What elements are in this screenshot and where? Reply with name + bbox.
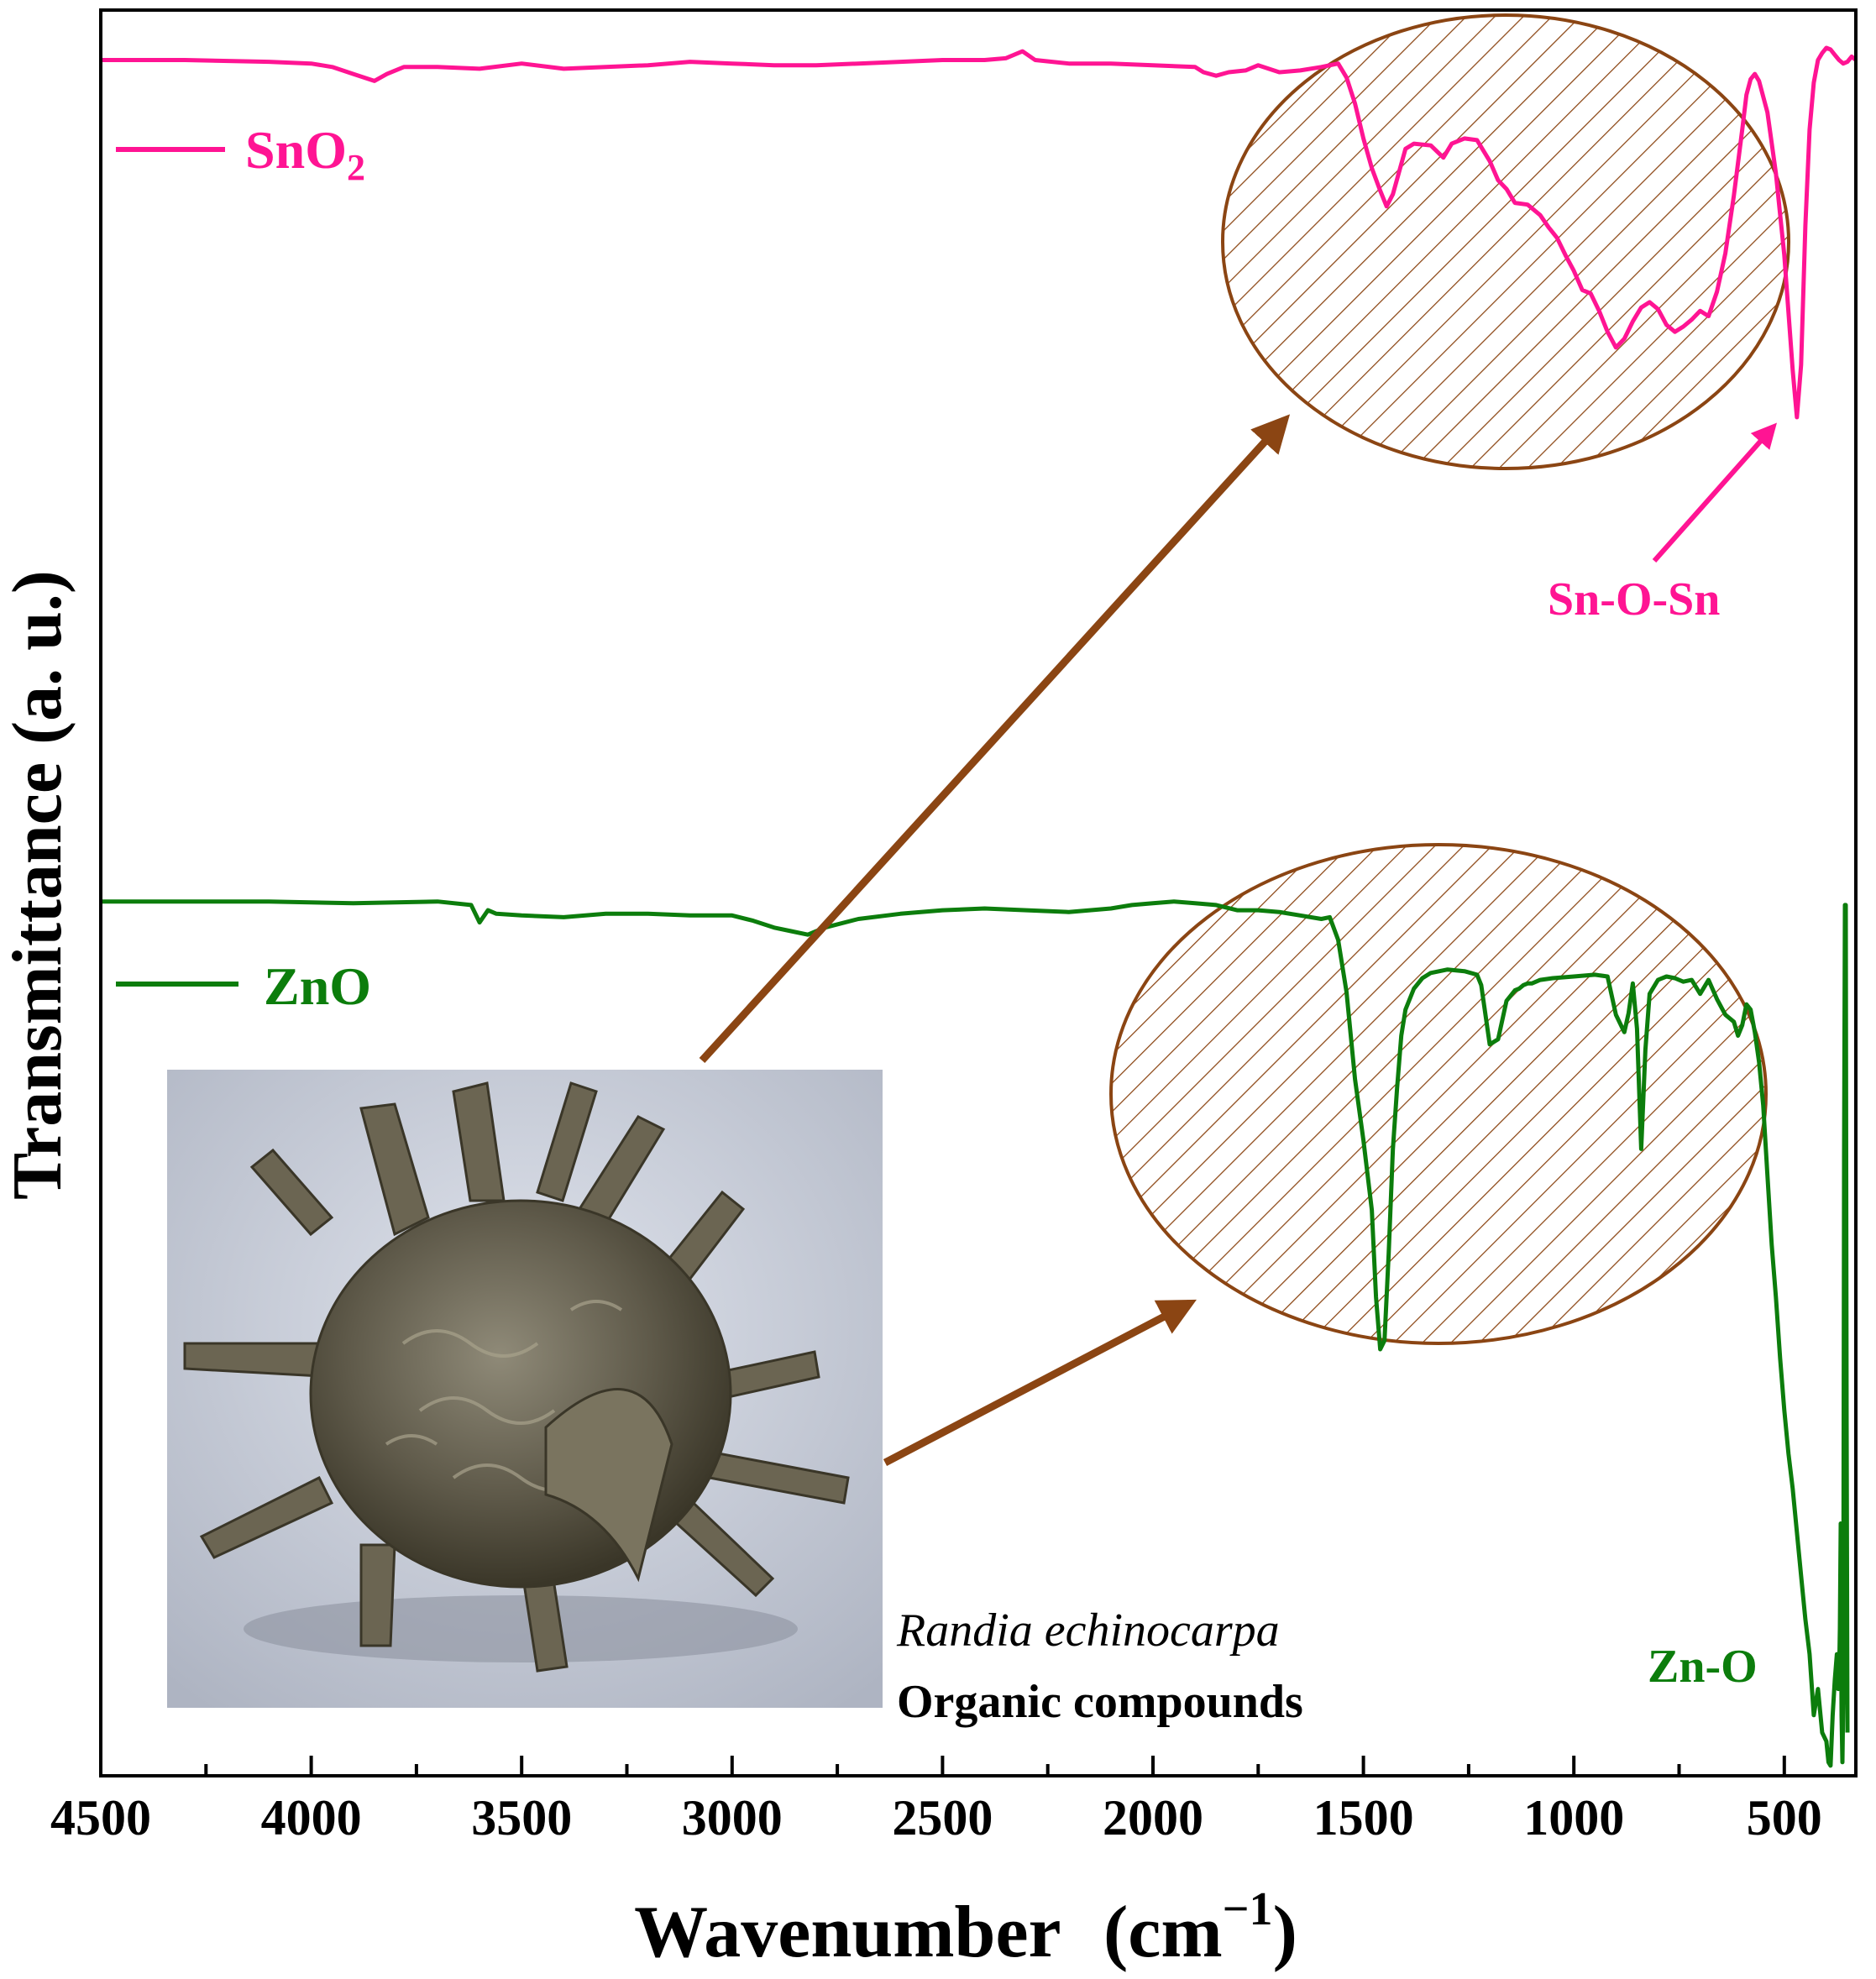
x-tick-label-4500: 4500: [50, 1790, 151, 1845]
series-line-zno: [101, 899, 1850, 1768]
x-tick-label-1000: 1000: [1523, 1790, 1624, 1845]
x-tick-label-2500: 2500: [892, 1790, 993, 1845]
x-tick-label-4000: 4000: [261, 1790, 362, 1845]
plant-name-caption: Randia echinocarpa: [896, 1605, 1280, 1657]
annotation-zn-o: Zn-O: [1648, 1641, 1758, 1693]
x-tick-label-500: 500: [1747, 1790, 1822, 1845]
organic-region-zno: [1109, 843, 1768, 1345]
x-axis-unit: (cm: [1103, 1892, 1223, 1973]
organic-region-sno2: [1221, 13, 1790, 470]
x-axis-label: Wavenumber: [634, 1892, 1060, 1973]
x-tick-label-3000: 3000: [682, 1790, 783, 1845]
x-axis-unit-close: ): [1273, 1892, 1297, 1973]
arrow-photo-to-zno-region: [883, 1299, 1197, 1466]
randia-echinocarpa-photo: [167, 1070, 883, 1708]
x-tick-label-3500: 3500: [471, 1790, 572, 1845]
legend-label-sno2: SnO2: [245, 120, 365, 188]
plant-compounds-caption: Organic compounds: [897, 1676, 1303, 1728]
legend: SnO2 ZnO: [116, 120, 371, 1016]
x-axis-unit-sup: −1: [1223, 1883, 1273, 1935]
x-axis-title: Wavenumber (cm−1): [634, 1883, 1297, 1973]
arrow-sn-o-sn: [1652, 422, 1777, 563]
plot-frame: [99, 8, 1858, 1777]
x-tick-label-1500: 1500: [1313, 1790, 1414, 1845]
legend-label-zno: ZnO: [264, 956, 371, 1016]
x-tick-label-2000: 2000: [1103, 1790, 1203, 1845]
series-line-sno2: [101, 45, 1858, 420]
arrow-photo-to-sno2-region: [699, 414, 1291, 1064]
annotation-sn-o-sn: Sn-O-Sn: [1548, 573, 1720, 626]
axes-layer: 4500 4000 3500 3000 2500 2000 1500 1000 500: [50, 8, 1858, 1845]
y-axis-title: Transmittance (a. u.): [0, 570, 76, 1200]
series-layer: [101, 45, 1858, 1768]
